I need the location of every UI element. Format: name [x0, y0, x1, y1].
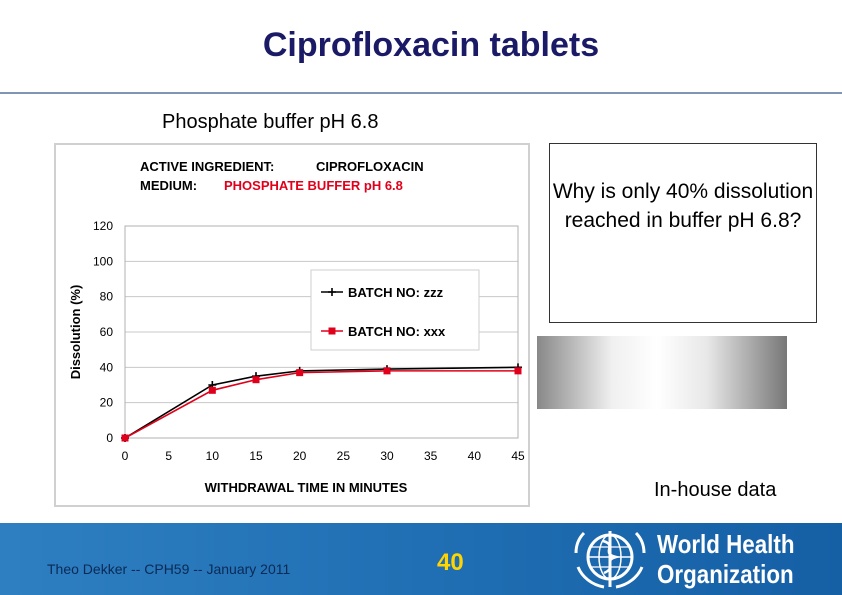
x-tick-label: 5 — [165, 449, 172, 463]
x-tick-label: 15 — [249, 449, 263, 463]
who-logo-line1: World Health — [657, 529, 795, 559]
y-tick-label: 120 — [93, 219, 113, 233]
legend-label: BATCH NO: zzz — [348, 285, 444, 300]
footer-bar: Theo Dekker -- CPH59 -- January 2011 40 … — [0, 523, 842, 595]
x-axis-label: WITHDRAWAL TIME IN MINUTES — [205, 480, 408, 495]
y-tick-label: 20 — [100, 396, 114, 410]
title-divider — [0, 92, 842, 94]
data-point — [514, 367, 522, 375]
y-tick-label: 100 — [93, 254, 113, 268]
x-tick-label: 20 — [293, 449, 307, 463]
series-line-2 — [124, 370, 518, 439]
who-emblem-icon — [574, 531, 646, 589]
chart-title-line2-value: PHOSPHATE BUFFER pH 6.8 — [224, 178, 403, 193]
y-tick-label: 80 — [100, 290, 114, 304]
x-tick-label: 45 — [511, 449, 525, 463]
slide-subtitle: Phosphate buffer pH 6.8 — [162, 111, 379, 133]
decorative-gradient-bar — [537, 336, 787, 409]
question-callout: Why is only 40% dissolution reached in b… — [549, 143, 817, 323]
dissolution-chart: 0 20 40 60 80 100 120 0 5 10 15 20 25 30 35 40 45 WITHDRA… — [54, 143, 530, 507]
x-tick-label: 0 — [122, 449, 129, 463]
x-tick-label: 30 — [380, 449, 394, 463]
who-logo-line2: Organization — [657, 559, 794, 589]
page-number: 40 — [437, 549, 464, 576]
data-point — [296, 369, 304, 377]
chart-title-line1-value: CIPROFLOXACIN — [316, 159, 424, 174]
x-tick-label: 35 — [424, 449, 438, 463]
x-tick-label: 10 — [206, 449, 220, 463]
legend-label: BATCH NO: xxx — [348, 324, 446, 339]
legend-box — [310, 269, 480, 351]
chart-title-line1-label: ACTIVE INGREDIENT: — [140, 159, 274, 174]
source-note: In-house data — [654, 479, 777, 501]
y-tick-label: 40 — [100, 360, 114, 374]
x-tick-label: 40 — [468, 449, 482, 463]
chart-title-line2-label: MEDIUM: — [140, 178, 197, 193]
callout-text: Why is only 40% dissolution reached in b… — [552, 180, 814, 232]
y-tick-label: 60 — [100, 325, 114, 339]
data-point — [252, 376, 260, 384]
x-tick-label: 25 — [337, 449, 351, 463]
presenter-info: Theo Dekker -- CPH59 -- January 2011 — [47, 561, 291, 577]
legend-swatch-marker — [328, 327, 336, 335]
who-logo-text: World Health Organization — [657, 529, 794, 589]
legend-swatch-marker — [328, 288, 336, 296]
data-point — [208, 386, 216, 394]
plot-area — [124, 225, 519, 439]
series-line-1 — [124, 366, 519, 439]
data-point — [121, 434, 129, 442]
data-point — [383, 367, 391, 375]
slide-title: Ciprofloxacin tablets — [262, 26, 600, 64]
chart-canvas: 0 20 40 60 80 100 120 0 5 10 15 20 25 30 35 40 45 WITHDRA… — [68, 159, 525, 495]
y-tick-label: 0 — [106, 431, 113, 445]
y-axis-label: Dissolution (%) — [68, 285, 83, 380]
